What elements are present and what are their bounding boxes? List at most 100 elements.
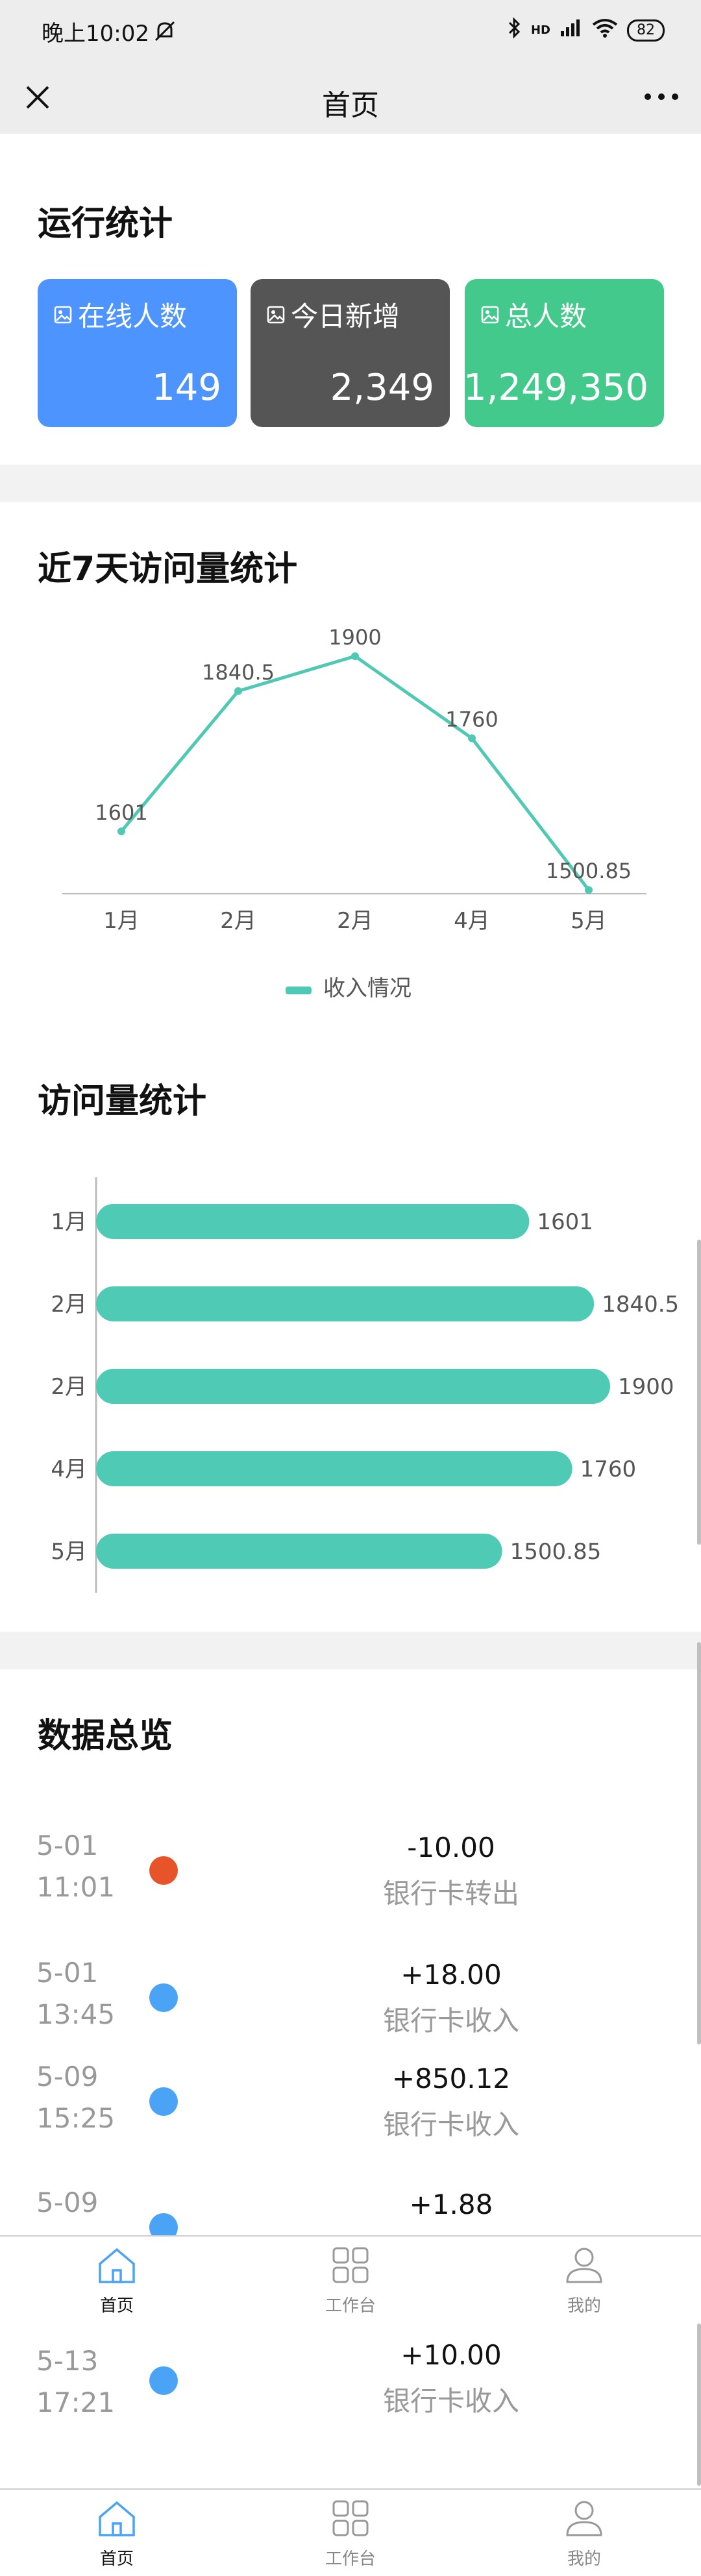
entry-amount: -10.00 — [407, 1832, 495, 1863]
y-tick-label: 2月 — [51, 1374, 87, 1400]
home-icon — [99, 2248, 135, 2283]
entry-description: 银行卡收入 — [382, 2109, 519, 2141]
entry-description: 银行卡收入 — [382, 2005, 519, 2037]
wifi-icon — [592, 18, 618, 42]
timeline-dot — [149, 1983, 178, 2012]
y-tick-label: 1月 — [51, 1209, 87, 1235]
scrollbar[interactable] — [697, 1240, 701, 1545]
x-tick-label: 1月 — [103, 908, 140, 934]
bar — [96, 1369, 610, 1404]
nav-bar: 首页 — [0, 62, 701, 134]
more-button[interactable] — [639, 80, 684, 113]
data-label: 1500.85 — [546, 859, 632, 883]
page-title: 首页 — [322, 89, 379, 122]
image-icon — [481, 306, 499, 323]
data-label: 1760 — [580, 1456, 637, 1482]
home-icon — [99, 2501, 135, 2536]
section-divider — [0, 1632, 701, 1669]
data-point — [585, 886, 593, 894]
section-divider — [0, 465, 701, 502]
entry-time: 15:25 — [36, 2102, 116, 2134]
data-label: 1500.85 — [510, 1539, 602, 1565]
card-value: 149 — [152, 367, 221, 409]
bar — [96, 1451, 572, 1486]
grid-icon — [332, 2500, 369, 2536]
image-icon — [54, 306, 72, 323]
entry-amount: +10.00 — [400, 2339, 502, 2371]
data-label: 1601 — [537, 1209, 593, 1235]
signal-icon — [560, 18, 583, 42]
data-label: 1900 — [328, 625, 381, 650]
data-label: 1840.5 — [602, 1292, 679, 1318]
total-users-card[interactable]: 总人数 1,249,350 — [463, 279, 664, 427]
close-icon — [26, 86, 49, 109]
y-tick-label: 2月 — [51, 1292, 87, 1318]
entry-amount: +850.12 — [391, 2063, 511, 2094]
data-point — [351, 652, 359, 661]
tab-home[interactable]: 首页 — [52, 2246, 182, 2316]
tab-home[interactable]: 首页 — [52, 2499, 182, 2570]
tab-label: 我的 — [567, 2549, 601, 2569]
data-label: 1601 — [95, 800, 147, 825]
card-value: 1,249,350 — [463, 367, 648, 409]
scrollbar[interactable] — [697, 1642, 701, 2044]
status-bar: 晚上10:02 HD 82 — [0, 0, 701, 62]
entry-date: 5-01 — [36, 1830, 99, 1861]
card-value: 2,349 — [330, 367, 434, 409]
entry-description: 银行卡转出 — [382, 1878, 519, 1909]
today-new-card[interactable]: 今日新增 2,349 — [251, 279, 450, 427]
tab-label: 首页 — [99, 2549, 134, 2569]
entry-time: 11:01 — [36, 1871, 116, 1903]
scrollbar[interactable] — [697, 2324, 701, 2486]
entry-date: 5-13 — [36, 2345, 99, 2377]
entry-date: 5-09 — [36, 2061, 99, 2092]
tab-label: 我的 — [567, 2296, 601, 2316]
tab-workbench[interactable]: 工作台 — [286, 2246, 415, 2316]
user-icon — [566, 2501, 602, 2536]
series-line — [120, 654, 590, 891]
bar — [96, 1534, 502, 1569]
data-label: 1760 — [445, 707, 498, 731]
timeline-dot — [149, 2366, 178, 2395]
tab-label: 工作台 — [325, 2549, 376, 2569]
card-label: 今日新增 — [291, 301, 400, 332]
status-icons: HD 82 — [508, 17, 665, 43]
battery-indicator: 82 — [627, 19, 665, 42]
user-icon — [566, 2248, 602, 2283]
timeline-dot — [149, 1856, 178, 1885]
entry-time: 17:21 — [36, 2386, 116, 2418]
data-point — [117, 827, 125, 835]
line-chart-title: 近7天访问量统计 — [38, 550, 298, 589]
bar-chart-title: 访问量统计 — [38, 1082, 207, 1121]
stats-section: 运行统计 在线人数 149 今日新增 2,349 总人数 1,249,350 — [0, 134, 701, 465]
entry-time: 13:45 — [36, 1998, 116, 2030]
tab-workbench[interactable]: 工作台 — [286, 2499, 415, 2570]
entry-description: 银行卡收入 — [382, 2385, 519, 2417]
stats-title: 运行统计 — [38, 204, 173, 243]
y-tick-label: 5月 — [51, 1539, 87, 1565]
bar — [96, 1286, 595, 1321]
bottom-tab-bar: 首页 工作台 我的 — [0, 2488, 701, 2576]
y-tick-label: 4月 — [51, 1456, 87, 1482]
close-button[interactable] — [18, 78, 57, 117]
data-label: 1840.5 — [202, 660, 275, 685]
tab-label: 工作台 — [325, 2296, 376, 2316]
data-label: 1900 — [618, 1374, 674, 1400]
bar — [96, 1204, 530, 1239]
tab-mine[interactable]: 我的 — [519, 2246, 649, 2316]
entry-date: 5-01 — [36, 1957, 99, 1989]
legend-swatch — [286, 987, 312, 994]
card-label: 在线人数 — [78, 301, 188, 332]
grid-icon — [332, 2247, 369, 2283]
online-users-card[interactable]: 在线人数 149 — [38, 279, 237, 427]
tab-mine[interactable]: 我的 — [519, 2499, 649, 2570]
more-icon — [645, 93, 678, 100]
entry-amount: +18.00 — [400, 1959, 502, 1991]
network-type: HD — [530, 23, 550, 37]
entry-date: 5-09 — [36, 2187, 99, 2218]
bluetooth-icon — [508, 17, 522, 43]
image-icon — [267, 306, 285, 323]
timeline-dot — [149, 2087, 178, 2116]
x-tick-label: 2月 — [337, 908, 373, 934]
